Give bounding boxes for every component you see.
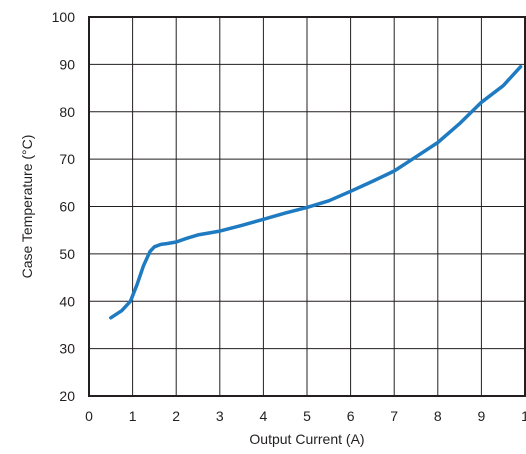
y-axis-title: Case Temperature (°C) (19, 135, 35, 279)
x-tick-label: 4 (260, 408, 268, 424)
y-axis-ticks: 20 30 40 50 60 70 80 90 100 (52, 9, 76, 404)
y-tick-label: 40 (59, 293, 75, 309)
x-tick-label: 6 (347, 408, 355, 424)
x-axis-title: Output Current (A) (249, 431, 364, 447)
x-tick-label: 9 (478, 408, 486, 424)
y-tick-label: 70 (59, 151, 75, 167)
y-tick-label: 20 (59, 388, 75, 404)
y-tick-label: 50 (59, 246, 75, 262)
y-tick-label: 60 (59, 199, 75, 215)
x-tick-label: 1 (521, 408, 526, 424)
series-layer (109, 64, 523, 320)
y-tick-label: 100 (52, 9, 76, 25)
x-axis-ticks: 0 1 2 3 4 5 6 7 8 9 1 (85, 408, 526, 424)
series-line-case-temperature (109, 64, 523, 320)
x-tick-label: 7 (390, 408, 398, 424)
x-tick-label: 5 (303, 408, 311, 424)
x-tick-label: 2 (172, 408, 180, 424)
y-tick-label: 30 (59, 341, 75, 357)
y-tick-label: 80 (59, 104, 75, 120)
x-tick-label: 3 (216, 408, 224, 424)
x-tick-label: 8 (434, 408, 442, 424)
y-tick-label: 90 (59, 56, 75, 72)
x-tick-label: 0 (85, 408, 93, 424)
x-tick-label: 1 (129, 408, 137, 424)
plot-area-frame (88, 16, 526, 397)
